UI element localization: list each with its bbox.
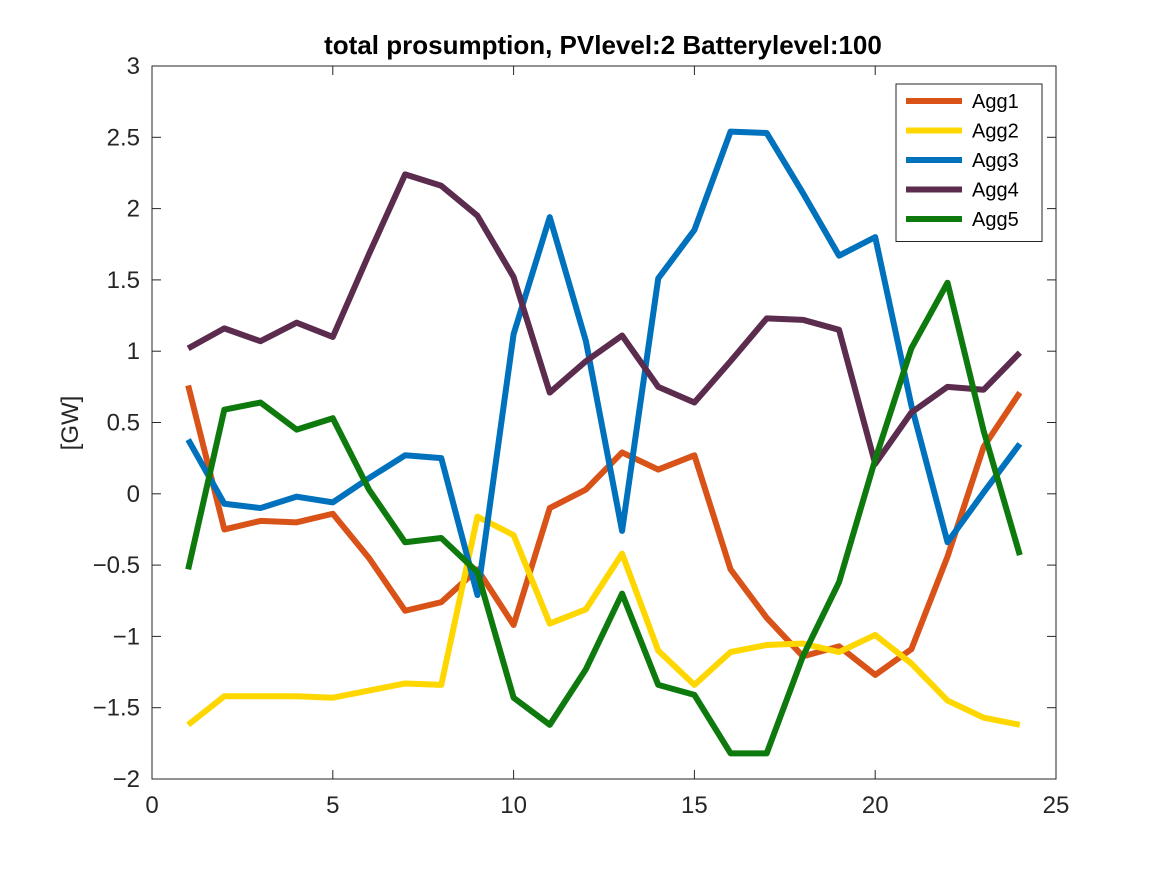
- y-tick-label: 1.5: [107, 267, 140, 294]
- y-tick-label: 0.5: [107, 410, 140, 437]
- y-tick-label: 2.5: [107, 124, 140, 151]
- axes: 0 5 10 15 20 25 −2 −1.5 −1 −0.5 0 0.5 1 1.5 2 2.5 3: [93, 53, 1070, 819]
- series-line-agg3: [185, 128, 1023, 599]
- y-tick-label: 2: [127, 196, 140, 223]
- legend-label-agg2: Agg2: [972, 121, 1019, 143]
- legend-label-agg1: Agg1: [972, 91, 1019, 113]
- y-tick-label: −1: [113, 623, 140, 650]
- y-tick-label: 0: [127, 481, 140, 508]
- y-tick-label: −2: [113, 766, 140, 793]
- x-tick-label: 5: [326, 792, 339, 819]
- y-tick-label: −0.5: [93, 552, 140, 579]
- y-tick-label: 1: [127, 338, 140, 365]
- x-tick-label: 10: [500, 792, 527, 819]
- chart-title: total prosumption, PVlevel:2 Batteryleve…: [324, 30, 882, 60]
- series-line-agg5: [185, 279, 1023, 757]
- x-tick-label: 25: [1043, 792, 1070, 819]
- y-tick-label: 3: [127, 53, 140, 80]
- series-line-agg4: [186, 171, 1022, 467]
- x-tick-label: 15: [681, 792, 708, 819]
- legend-label-agg4: Agg4: [972, 180, 1019, 202]
- legend: Agg1 Agg2 Agg3 Agg4 Agg5: [895, 83, 1043, 242]
- series-line-agg1: [185, 384, 1023, 678]
- y-axis-label: [GW]: [57, 396, 84, 451]
- y-tick-label: −1.5: [93, 695, 140, 722]
- legend-label-agg5: Agg5: [972, 209, 1019, 231]
- series-layer: [185, 128, 1023, 757]
- legend-label-agg3: Agg3: [972, 150, 1019, 172]
- series-line-agg2: [186, 513, 1021, 728]
- x-tick-label: 20: [862, 792, 889, 819]
- x-tick-label: 0: [145, 792, 158, 819]
